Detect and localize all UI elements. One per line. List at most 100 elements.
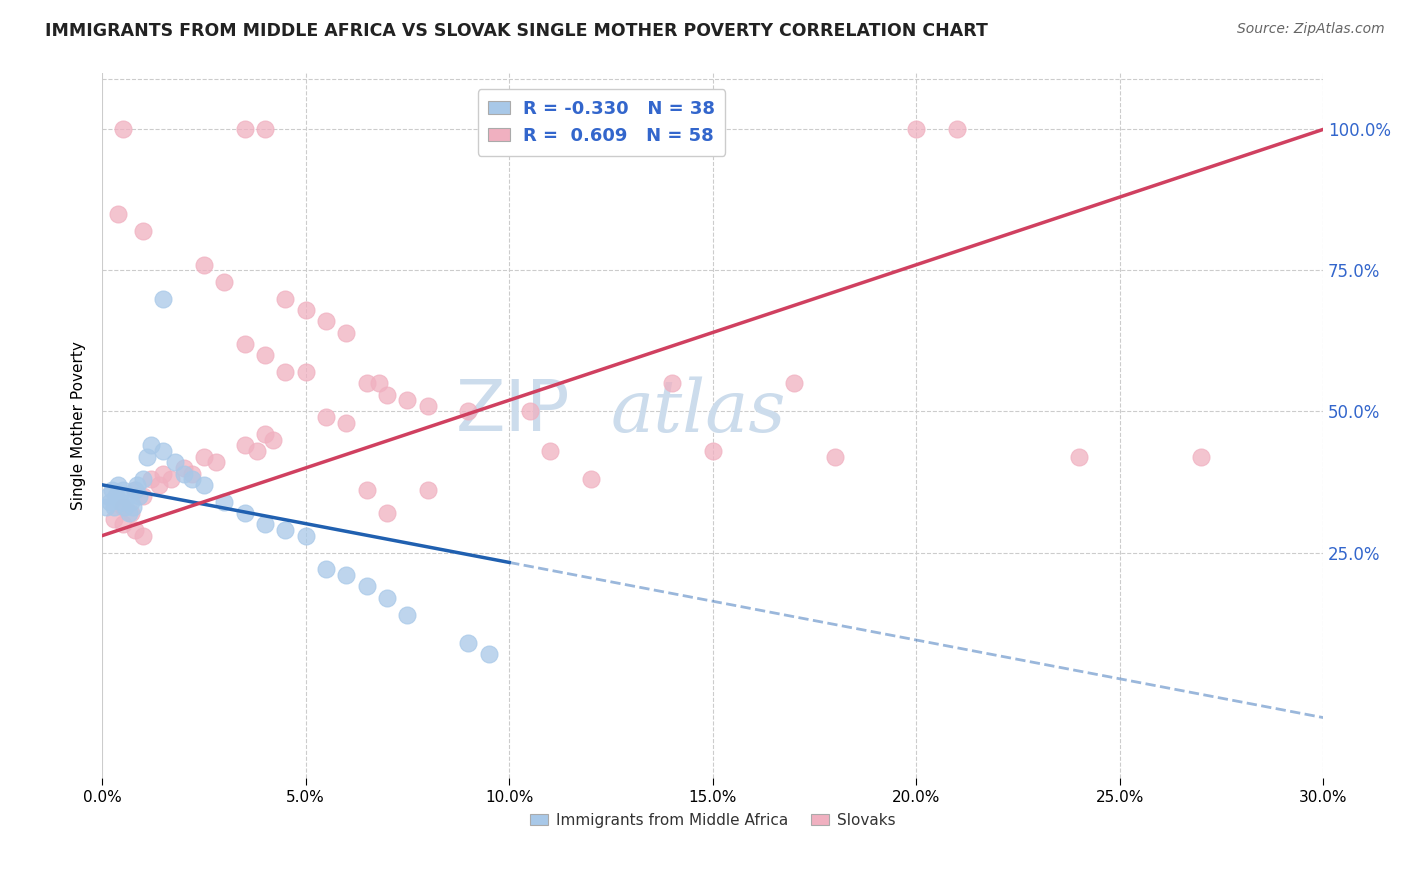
Point xyxy=(193,478,215,492)
Point xyxy=(136,450,159,464)
Point xyxy=(124,523,146,537)
Point xyxy=(107,478,129,492)
Point xyxy=(105,489,128,503)
Point xyxy=(375,591,398,605)
Point xyxy=(1189,450,1212,464)
Point xyxy=(128,489,150,503)
Point xyxy=(97,489,120,503)
Point xyxy=(214,275,236,289)
Point xyxy=(579,472,602,486)
Point xyxy=(294,528,316,542)
Point xyxy=(152,292,174,306)
Point xyxy=(111,517,134,532)
Point xyxy=(152,444,174,458)
Point xyxy=(416,399,439,413)
Point xyxy=(193,258,215,272)
Point xyxy=(120,506,142,520)
Legend: Immigrants from Middle Africa, Slovaks: Immigrants from Middle Africa, Slovaks xyxy=(523,807,901,834)
Point xyxy=(274,365,297,379)
Point xyxy=(478,647,501,661)
Point xyxy=(103,500,125,515)
Point xyxy=(160,472,183,486)
Point xyxy=(356,483,378,498)
Point xyxy=(396,393,419,408)
Point xyxy=(233,122,256,136)
Point xyxy=(139,438,162,452)
Point xyxy=(253,122,276,136)
Point xyxy=(294,365,316,379)
Point xyxy=(180,467,202,481)
Point xyxy=(274,292,297,306)
Point xyxy=(121,500,143,515)
Point xyxy=(120,495,142,509)
Point xyxy=(111,483,134,498)
Point xyxy=(457,404,479,418)
Point xyxy=(416,483,439,498)
Point xyxy=(132,489,155,503)
Point xyxy=(173,467,195,481)
Point xyxy=(101,483,124,498)
Point xyxy=(103,511,125,525)
Point xyxy=(253,427,276,442)
Point xyxy=(98,495,121,509)
Point xyxy=(173,461,195,475)
Point xyxy=(1067,450,1090,464)
Point xyxy=(205,455,228,469)
Point xyxy=(193,450,215,464)
Text: Source: ZipAtlas.com: Source: ZipAtlas.com xyxy=(1237,22,1385,37)
Point xyxy=(783,376,806,391)
Point xyxy=(538,444,561,458)
Point xyxy=(115,489,138,503)
Point xyxy=(132,224,155,238)
Point xyxy=(132,472,155,486)
Point xyxy=(661,376,683,391)
Point xyxy=(124,483,146,498)
Point xyxy=(457,636,479,650)
Point xyxy=(824,450,846,464)
Point xyxy=(294,302,316,317)
Point xyxy=(111,122,134,136)
Point xyxy=(375,506,398,520)
Point xyxy=(110,495,132,509)
Point xyxy=(246,444,269,458)
Point xyxy=(125,478,148,492)
Point xyxy=(114,500,136,515)
Point xyxy=(233,336,256,351)
Point xyxy=(262,433,284,447)
Point xyxy=(165,455,187,469)
Point xyxy=(315,314,337,328)
Point xyxy=(356,376,378,391)
Point xyxy=(139,472,162,486)
Point xyxy=(368,376,391,391)
Point xyxy=(946,122,969,136)
Point xyxy=(315,410,337,425)
Point xyxy=(335,416,357,430)
Y-axis label: Single Mother Poverty: Single Mother Poverty xyxy=(72,341,86,510)
Point xyxy=(356,579,378,593)
Point xyxy=(233,506,256,520)
Point xyxy=(375,387,398,401)
Point xyxy=(180,472,202,486)
Point xyxy=(124,483,146,498)
Point xyxy=(118,506,141,520)
Text: ZIP: ZIP xyxy=(456,377,571,446)
Text: IMMIGRANTS FROM MIDDLE AFRICA VS SLOVAK SINGLE MOTHER POVERTY CORRELATION CHART: IMMIGRANTS FROM MIDDLE AFRICA VS SLOVAK … xyxy=(45,22,988,40)
Point xyxy=(315,562,337,576)
Point xyxy=(107,207,129,221)
Point xyxy=(148,478,170,492)
Point xyxy=(274,523,297,537)
Point xyxy=(233,438,256,452)
Point xyxy=(253,348,276,362)
Point xyxy=(335,568,357,582)
Point xyxy=(335,326,357,340)
Point xyxy=(253,517,276,532)
Point xyxy=(214,495,236,509)
Text: atlas: atlas xyxy=(612,376,786,447)
Point xyxy=(96,500,118,515)
Point xyxy=(132,528,155,542)
Point xyxy=(396,607,419,622)
Point xyxy=(111,500,134,515)
Point xyxy=(702,444,724,458)
Point xyxy=(152,467,174,481)
Point xyxy=(519,404,541,418)
